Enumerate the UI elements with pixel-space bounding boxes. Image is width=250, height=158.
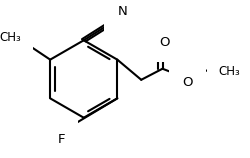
Text: F: F (58, 133, 65, 146)
Text: O: O (160, 36, 170, 49)
Text: CH₃: CH₃ (0, 31, 21, 44)
Text: O: O (182, 76, 193, 89)
Text: CH₃: CH₃ (219, 65, 240, 78)
Text: N: N (118, 5, 128, 18)
